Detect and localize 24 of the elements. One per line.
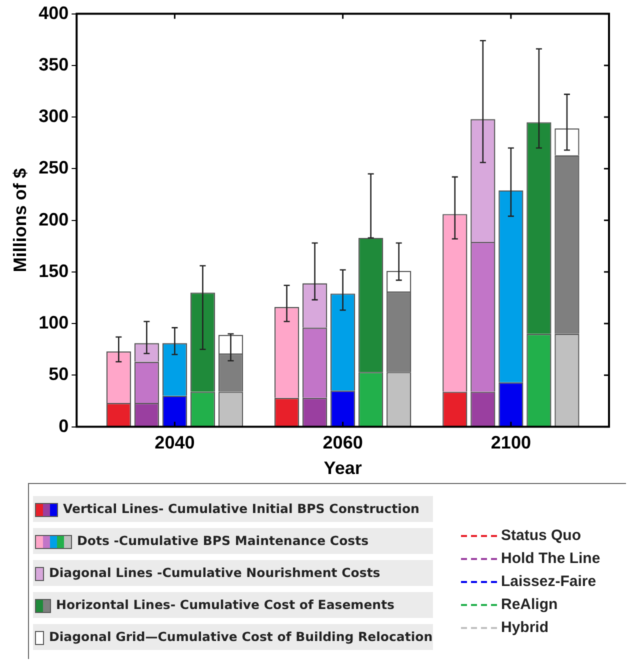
- y-tick-label: 350: [38, 54, 69, 74]
- text: ReAlign: [501, 595, 558, 615]
- text: Hold The Line: [501, 549, 600, 569]
- y-tick-label: 0: [58, 416, 69, 436]
- y-tick-label: 200: [38, 209, 69, 230]
- x-axis-title: Year: [324, 458, 362, 478]
- x-tick-label: 2100: [490, 432, 531, 453]
- y-tick-label: 50: [48, 364, 69, 384]
- y-tick-label: 300: [38, 106, 69, 126]
- x-tick-label: 2040: [154, 432, 195, 453]
- legend-label: Diagonal Lines -Cumulative Nourishment Costs: [49, 565, 380, 580]
- text: Status Quo: [501, 526, 582, 546]
- legend-label: Diagonal Grid—Cumulative Cost of Building Relocation: [49, 629, 433, 644]
- y-tick-label: 400: [38, 2, 69, 23]
- text: Hybrid: [501, 618, 549, 638]
- legend-label: Dots -Cumulative BPS Maintenance Costs: [77, 533, 369, 548]
- x-tick-label: 2060: [322, 432, 363, 453]
- text: Laissez-Faire: [501, 572, 596, 592]
- y-axis-title: Millions of $: [10, 168, 30, 272]
- legend-label: Vertical Lines- Cumulative Initial BPS Construction: [63, 501, 420, 516]
- legend-label: Horizontal Lines- Cumulative Cost of Easements: [56, 597, 394, 612]
- y-tick-label: 150: [38, 260, 69, 281]
- y-tick-label: 100: [38, 312, 69, 333]
- y-tick-label: 250: [38, 158, 69, 178]
